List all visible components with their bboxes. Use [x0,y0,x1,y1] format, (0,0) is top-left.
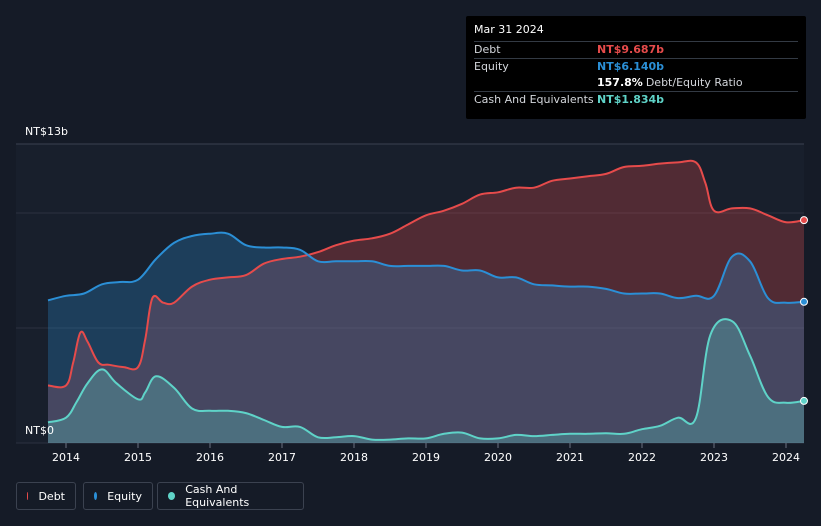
debt-line [47,159,805,389]
tooltip-debt-label: Debt [474,43,501,56]
legend-debt-dot [27,492,29,500]
legend-cash-label: Cash And Equivalents [185,483,250,509]
x-tick-label-2019: 2019 [412,451,440,464]
legend-cash-dot [168,492,176,500]
x-tick-label-2014: 2014 [52,451,80,464]
x-tick-label-2021: 2021 [556,451,584,464]
chart-end-markers [800,216,808,405]
x-tick-label-2017: 2017 [268,451,296,464]
y-axis-top-label: NT$13b [25,125,68,138]
tooltip-debt-value: NT$9.687b [597,43,665,56]
y-axis-bottom-label: NT$0 [25,424,54,437]
tooltip-row-cash: Cash And Equivalents NT$1.834b [474,91,798,108]
tooltip-date: Mar 31 2024 [474,23,544,36]
equity-area [48,232,804,443]
legend-debt-label: Debt [38,489,65,503]
x-tick-label-2023: 2023 [700,451,728,464]
tooltip-ratio-spacer [474,75,597,91]
legend-equity-label: Equity [107,489,142,503]
debt-end-marker[interactable] [800,216,808,225]
legend-equity[interactable]: Equity [83,482,153,510]
chart-lines [47,159,805,441]
tooltip-equity-label: Equity [474,60,509,73]
tooltip-row-ratio: 157.8% Debt/Equity Ratio [474,75,798,91]
cash-and-equivalents-end-marker[interactable] [800,396,808,405]
tooltip-cash-value: NT$1.834b [597,93,665,106]
plot-background [16,144,804,443]
x-tick-label-2018: 2018 [340,451,368,464]
equity-end-marker[interactable] [800,297,808,306]
x-tick-label-2024: 2024 [772,451,800,464]
tooltip-ratio-label: Debt/Equity Ratio [645,76,743,89]
equity-line [47,231,805,304]
tooltip-cash-label: Cash And Equivalents [474,93,594,106]
tooltip-ratio-value: 157.8% [597,76,643,89]
x-tick-label-2020: 2020 [484,451,512,464]
legend-cash[interactable]: Cash And Equivalents [157,482,304,510]
legend-debt[interactable]: Debt [16,482,76,510]
x-tick-label-2022: 2022 [628,451,656,464]
x-tick-label-2015: 2015 [124,451,152,464]
x-axis: 2014 2015 2016 2017 2018 2019 2020 2021 2022 2023… [52,443,800,464]
cash-and-equivalents-line [47,318,805,441]
data-tooltip: Mar 31 2024 Debt NT$9.687b Equity NT$6.1… [466,16,806,119]
tooltip-equity-value: NT$6.140b [597,60,665,73]
tooltip-row-debt: Debt NT$9.687b [474,41,798,58]
legend-equity-dot [94,492,98,500]
x-tick-label-2016: 2016 [196,451,224,464]
debt-area [48,160,804,443]
tooltip-row-equity: Equity NT$6.140b [474,58,798,75]
